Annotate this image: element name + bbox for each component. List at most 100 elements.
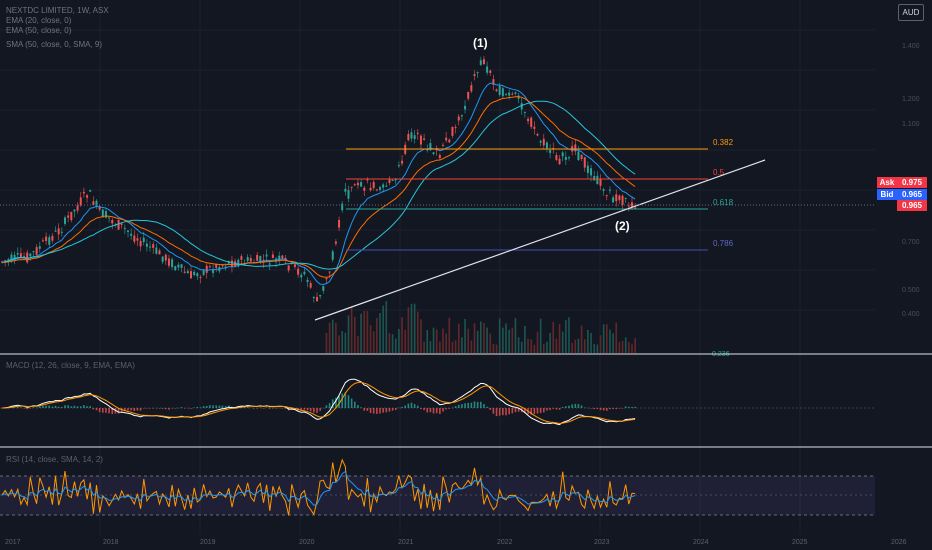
- macd-histogram-bar: [574, 403, 577, 408]
- volume-bar: [489, 333, 492, 353]
- macd-histogram-bar: [448, 408, 451, 409]
- rsi-ma-line: [1, 470, 636, 506]
- volume-bar: [454, 340, 457, 353]
- candle-body: [287, 265, 290, 271]
- volume-bar: [344, 332, 347, 353]
- macd-histogram-bar: [394, 408, 397, 411]
- volume-bar: [451, 341, 454, 353]
- volume-bar: [401, 317, 403, 353]
- macd-histogram-bar: [262, 408, 265, 409]
- macd-histogram-bar: [193, 407, 195, 408]
- candle-body: [183, 271, 186, 273]
- volume-bars: [325, 301, 636, 353]
- candle-body: [341, 203, 344, 211]
- macd-histogram-bar: [404, 405, 406, 408]
- macd-histogram-bar: [420, 408, 422, 410]
- macd-histogram-bar: [158, 408, 161, 409]
- macd-histogram-bar: [155, 407, 158, 409]
- macd-histogram-bar: [495, 408, 498, 417]
- candle-body: [108, 217, 111, 219]
- candle-body: [608, 189, 611, 191]
- macd-histogram-bar: [1, 408, 3, 409]
- macd-histogram-bar: [423, 408, 425, 411]
- macd-histogram-bar: [580, 405, 583, 408]
- volume-bar: [476, 330, 479, 353]
- candle-body: [464, 105, 467, 110]
- candle-body: [505, 94, 507, 96]
- candle-body: [215, 264, 218, 268]
- macd-histogram-bar: [470, 402, 473, 408]
- candle-body: [448, 139, 451, 143]
- macd-histogram-bar: [517, 408, 520, 412]
- macd-histogram: [1, 392, 636, 417]
- macd-histogram-bar: [190, 408, 192, 409]
- price-axis-label: 0.500: [902, 287, 920, 294]
- candle-body: [265, 254, 268, 257]
- macd-histogram-bar: [79, 406, 82, 408]
- candle-body: [212, 269, 215, 273]
- macd-histogram-bar: [199, 407, 202, 408]
- volume-bar: [590, 333, 592, 353]
- macd-histogram-bar: [117, 408, 120, 414]
- macd-histogram-bar: [265, 407, 268, 408]
- macd-histogram-bar: [177, 407, 180, 409]
- volume-bar: [473, 323, 476, 353]
- time-axis-label: 2021: [398, 539, 414, 546]
- volume-bar: [536, 331, 539, 353]
- candle-body: [596, 175, 599, 185]
- fib-label-05: 0.5: [713, 168, 725, 177]
- volume-bar: [508, 329, 510, 353]
- legend-ema50: EMA (50, close, 0): [6, 26, 72, 35]
- volume-bar: [439, 341, 441, 353]
- volume-bar: [366, 310, 369, 353]
- candle-body: [366, 179, 369, 181]
- candle-body: [498, 85, 501, 95]
- candle-body: [605, 195, 608, 197]
- trend-line[interactable]: [314, 159, 766, 321]
- candle-body: [602, 189, 605, 191]
- candle-body: [309, 283, 312, 288]
- volume-bar: [457, 323, 460, 353]
- volume-bar: [432, 327, 435, 353]
- volume-bar: [511, 327, 514, 353]
- volume-bar: [583, 339, 586, 353]
- candle-body: [593, 176, 596, 181]
- macd-histogram-bar: [505, 408, 507, 416]
- candle-body: [186, 271, 189, 274]
- candle-body: [35, 247, 38, 255]
- price-axis-label: 0.700: [902, 239, 920, 246]
- fib-label-0786: 0.786: [713, 239, 734, 248]
- candle-body: [558, 158, 561, 165]
- candle-body: [334, 241, 337, 244]
- volume-bar: [335, 322, 337, 353]
- candle-body: [369, 187, 372, 191]
- legend-symbol: NEXTDC LIMITED, 1W, ASX: [6, 6, 109, 15]
- volume-bar: [338, 335, 340, 353]
- macd-histogram-bar: [209, 405, 211, 408]
- currency-badge[interactable]: AUD: [898, 4, 924, 21]
- candle-body: [401, 160, 404, 164]
- macd-histogram-bar: [95, 408, 98, 411]
- volume-bar: [467, 328, 469, 353]
- candle-body: [577, 151, 580, 161]
- macd-histogram-bar: [70, 406, 73, 408]
- volume-bar: [470, 340, 473, 353]
- candle-body: [240, 256, 243, 260]
- candle-body: [631, 202, 633, 208]
- candle-body: [86, 195, 89, 198]
- macd-histogram-bar: [426, 408, 429, 413]
- volume-bar: [558, 323, 561, 353]
- macd-histogram-bar: [146, 408, 148, 409]
- macd-histogram-bar: [432, 408, 435, 414]
- candle-body: [249, 258, 252, 262]
- candle-body: [130, 233, 133, 236]
- candle-body: [413, 135, 416, 140]
- macd-histogram-bar: [309, 408, 312, 412]
- volume-bar: [571, 342, 573, 353]
- macd-histogram-bar: [142, 408, 145, 409]
- macd-histogram-bar: [111, 408, 114, 415]
- candle-body: [152, 244, 155, 248]
- last-price-value: 0.965: [897, 200, 927, 211]
- macd-histogram-bar: [124, 408, 126, 412]
